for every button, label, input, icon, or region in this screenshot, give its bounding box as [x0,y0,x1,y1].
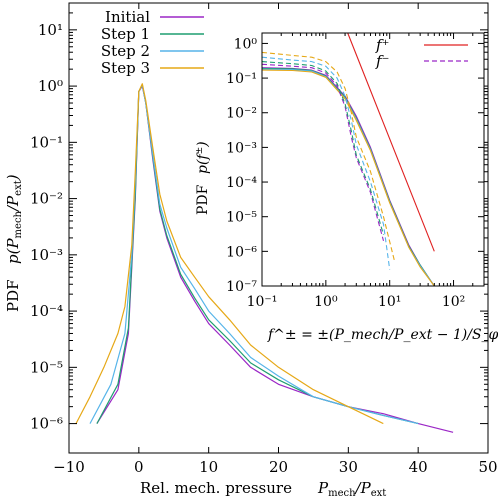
inset-series-group [261,32,435,287]
inset-series-line [347,32,435,252]
inset-series-line [261,63,385,242]
main-x-axis-label: Rel. mech. pressure [140,479,292,497]
inset-y-tick-label: 10⁻³ [226,140,257,156]
main-x-tick-label: 40 [409,458,428,476]
main-legend-label: Initial [105,8,150,26]
main-y-axis-label: PDF [4,279,22,312]
inset-legend-label: f⁺ [375,36,389,54]
main-y-tick-label: 10¹ [38,21,63,39]
inset-x-axis: 10⁻¹ 10⁰ 10¹ 10² [247,33,485,310]
inset-y-tick-label: 10⁰ [234,36,258,52]
inset-x-tick-label: 10⁰ [314,294,338,310]
main-legend-label: Step 1 [101,25,150,43]
inset-y-tick-label: 10⁻⁵ [226,210,257,226]
main-x-tick-label: 20 [269,458,288,476]
inset-series-line [261,69,435,287]
main-y-tick-label: 10⁻⁵ [30,358,63,376]
inset-background [262,33,484,286]
main-y-tick-label: 10⁻⁴ [30,302,63,320]
main-y-axis-math: p(Pmech/Pext) [4,174,24,264]
main-x-tick-label: 30 [339,458,358,476]
main-x-tick-label: 10 [199,458,218,476]
inset-x-axis-label: f^± = ±(P_mech/P_ext − 1)/S_φ(φ) [267,327,498,343]
main-chart: −10 0 10 20 30 40 50 10⁻⁶10⁻⁵10⁻⁴10⁻³10⁻²10⁻¹1… [4,2,498,499]
inset-legend-label: f⁻ [375,52,389,70]
inset-y-tick-label: 10⁻⁷ [226,279,257,295]
main-x-tick-label: 50 [478,458,497,476]
main-x-tick-label: −10 [53,458,85,476]
main-y-tick-label: 10⁻⁶ [30,415,63,433]
main-y-axis: 10⁻⁶ 10⁻⁵ 10⁻⁴ 10⁻³ 10⁻² 10⁻¹ 10⁰ 10¹ [30,2,488,433]
inset-y-axis-label: PDF [195,184,211,215]
main-y-tick-label: 10⁰ [38,77,63,95]
main-y-tick-label: 10⁻³ [30,246,63,264]
inset-series-line [261,61,385,235]
inset-x-tick-label: 10⁻¹ [247,294,278,310]
inset-y-tick-label: 10⁻⁶ [226,244,257,260]
inset-x-tick-label: 10¹ [378,294,401,310]
main-series-line [75,83,384,425]
inset-y-axis-math: p(f±) [195,141,211,174]
main-x-axis-math: Pmech/Pext [317,479,386,499]
main-y-tick-label: 10⁻¹ [30,133,63,151]
inset-y-tick-label: 10⁻¹ [226,71,257,87]
inset-y-axis: 10⁻⁷ 10⁻⁶ 10⁻⁵ 10⁻⁴ 10⁻³ 10⁻² 10⁻¹ 10⁰ [226,36,484,295]
inset-x-tick-label: 10² [442,294,465,310]
main-x-axis: −10 0 10 20 30 40 50 [53,3,498,476]
main-legend-label: Step 2 [101,42,150,60]
inset-plot-frame [261,32,485,287]
main-series-group [75,83,454,433]
inset-y-tick-label: 10⁻² [226,106,257,122]
inset-series-line [261,51,396,262]
main-legend-label: Step 3 [101,59,150,77]
main-x-tick-label: 0 [134,458,144,476]
main-y-tick-label: 10⁻² [30,190,63,208]
inset-legend: f⁺f⁻ [375,36,468,70]
inset-chart: 10⁻¹ 10⁰ 10¹ 10² 10⁻⁷10⁻⁶10⁻⁵10⁻⁴10⁻³10⁻²10… [195,32,498,343]
inset-y-tick-label: 10⁻⁴ [226,175,257,191]
inset-series-line [261,56,391,270]
